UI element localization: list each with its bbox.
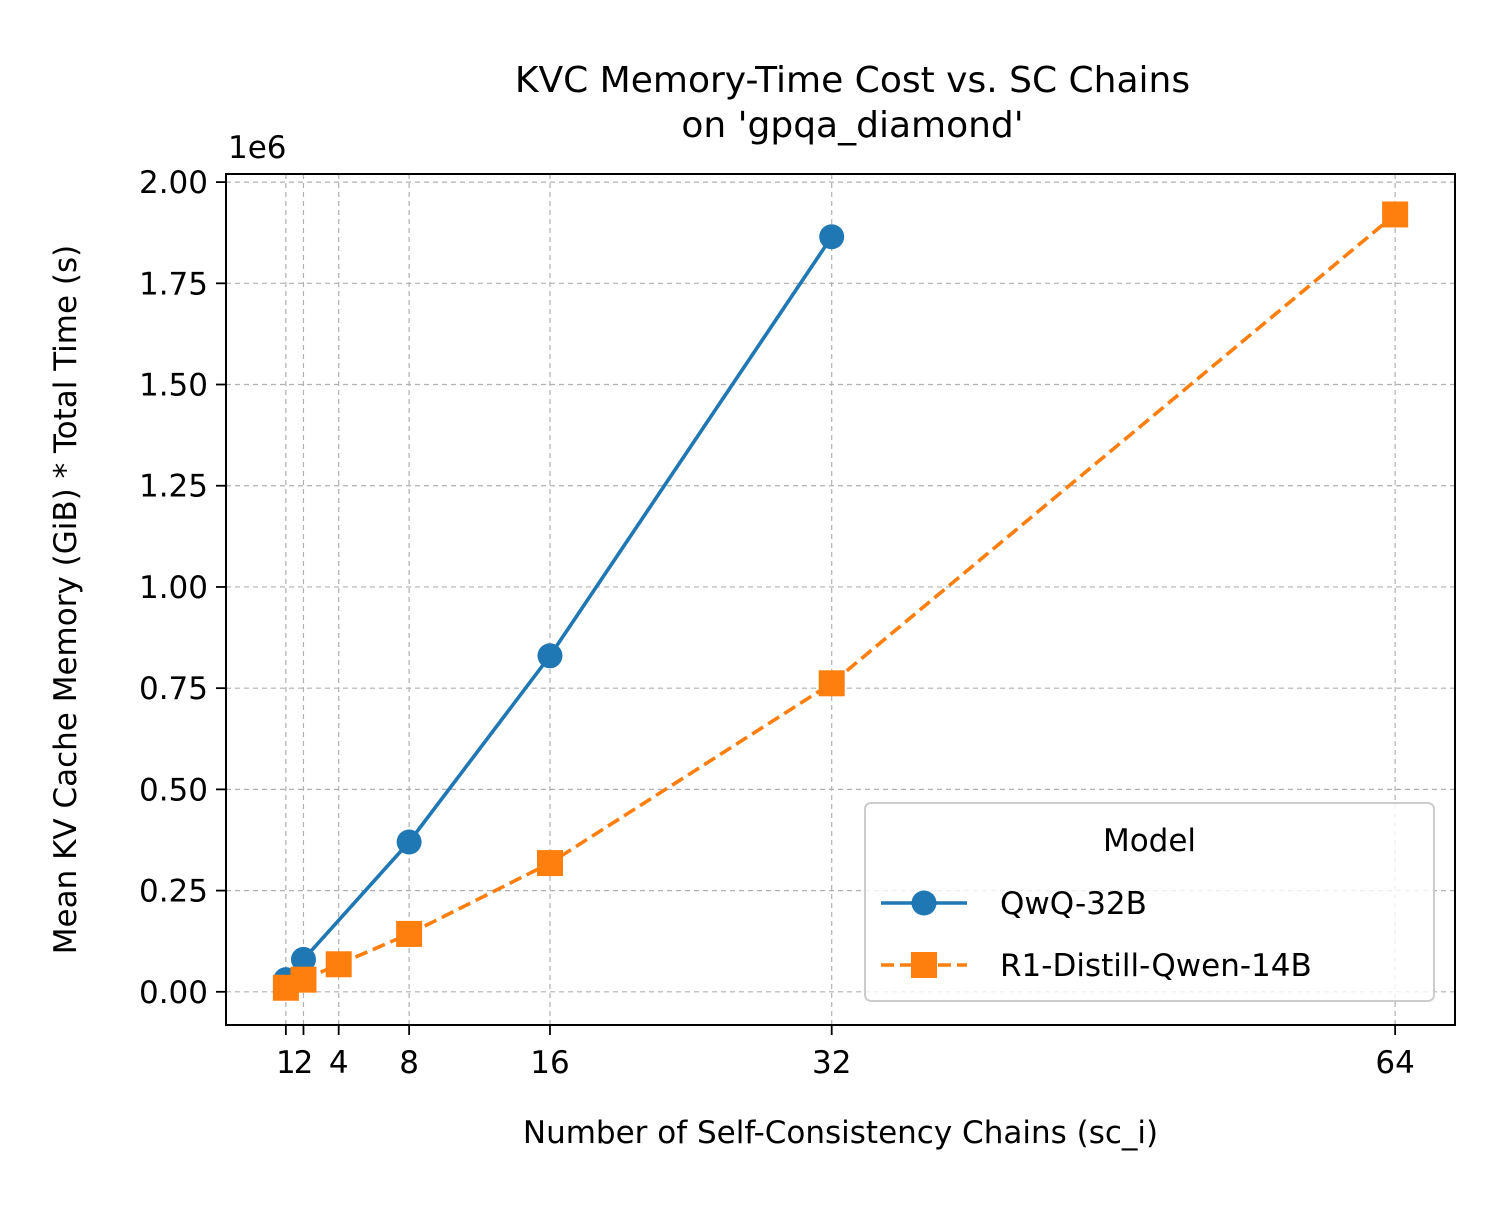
legend-title: Model: [1103, 823, 1196, 859]
data-point: [396, 920, 423, 947]
x-tick-label: 32: [812, 1045, 851, 1081]
data-point: [325, 951, 352, 978]
y-tick-label: 1.50: [139, 368, 208, 404]
legend-marker: [911, 890, 937, 916]
y-offset-label: 1e6: [228, 130, 287, 166]
x-tick-label: 1: [276, 1045, 296, 1081]
x-tick-label: 8: [399, 1045, 419, 1081]
data-point: [1382, 201, 1409, 228]
data-point: [819, 224, 845, 250]
x-tick-label: 4: [329, 1045, 349, 1081]
data-point: [290, 966, 317, 993]
legend-marker: [911, 952, 937, 978]
legend-entries: QwQ-32B R1-Distill-Qwen-14B: [881, 886, 1312, 984]
legend-label: QwQ-32B: [1000, 886, 1147, 922]
y-axis-label: Mean KV Cache Memory (GiB) * Total Time …: [48, 245, 84, 955]
y-tick-label: 1.75: [139, 266, 208, 302]
y-tick-label: 1.00: [139, 570, 208, 606]
plot-frame: [225, 173, 1456, 1026]
data-point: [818, 670, 845, 697]
x-axis-ticks: 12 4 8 16 32 64: [276, 1025, 1415, 1081]
data-point: [536, 850, 563, 877]
legend: Model QwQ-32B R1-Distill-Qwen-14B: [864, 802, 1435, 1002]
data-point: [537, 643, 563, 669]
x-tick-label: 16: [530, 1045, 569, 1081]
x-tick-label: 2: [294, 1045, 314, 1081]
y-tick-label: 0.00: [139, 975, 208, 1011]
y-tick-label: 0.75: [139, 671, 208, 707]
y-tick-label: 0.50: [139, 772, 208, 808]
series-layer: [272, 201, 1409, 1001]
data-point: [290, 946, 316, 972]
y-tick-label: 2.00: [139, 165, 208, 201]
y-tick-label: 1.25: [139, 469, 208, 505]
chart-title: KVC Memory-Time Cost vs. SC Chains on 'gp…: [515, 60, 1190, 146]
x-tick-label: 64: [1375, 1045, 1414, 1081]
legend-box: [864, 802, 1435, 1002]
y-tick-label: 0.25: [139, 874, 208, 910]
x-axis-label: Number of Self-Consistency Chains (sc_i): [523, 1115, 1158, 1151]
y-axis-ticks: 0.00 0.25 0.50 0.75 1.00 1.25 1.50 1.75 2.00: [139, 165, 226, 1011]
legend-label: R1-Distill-Qwen-14B: [1000, 948, 1312, 984]
data-point: [396, 829, 422, 855]
